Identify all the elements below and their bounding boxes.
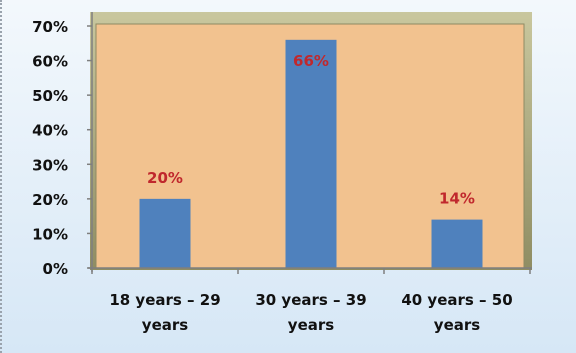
x-tick-label: years bbox=[142, 316, 188, 334]
y-tick-label: 40% bbox=[32, 122, 68, 140]
x-tick-label: 18 years – 29 bbox=[109, 291, 220, 309]
y-tick-label: 50% bbox=[32, 87, 68, 105]
y-tick-label: 0% bbox=[43, 260, 68, 278]
bar bbox=[285, 39, 337, 269]
y-tick-label: 30% bbox=[32, 156, 68, 174]
x-tick-label: 30 years – 39 bbox=[255, 291, 366, 309]
x-tick-label: years bbox=[288, 316, 334, 334]
data-label: 14% bbox=[439, 190, 475, 208]
bars-group bbox=[139, 39, 483, 269]
x-tick-label: years bbox=[434, 316, 480, 334]
bar bbox=[431, 219, 483, 268]
y-tick-label: 70% bbox=[32, 18, 68, 36]
y-tick-labels-group: 0% 10% 20% 30% 40% 50% 60% 70% bbox=[32, 18, 68, 278]
page-border bbox=[0, 0, 4, 353]
data-labels-group: 20% 66% 14% bbox=[147, 52, 475, 208]
y-tick-label: 60% bbox=[32, 53, 68, 71]
data-label: 20% bbox=[147, 169, 183, 187]
data-label: 66% bbox=[293, 52, 329, 70]
y-tick-label: 20% bbox=[32, 191, 68, 209]
x-tick-label: 40 years – 50 bbox=[401, 291, 512, 309]
y-tick-label: 10% bbox=[32, 225, 68, 243]
x-tick-labels-group: 18 years – 29 years 30 years – 39 years 40 y… bbox=[109, 291, 512, 334]
axes-group bbox=[87, 12, 532, 274]
bar bbox=[139, 198, 191, 268]
